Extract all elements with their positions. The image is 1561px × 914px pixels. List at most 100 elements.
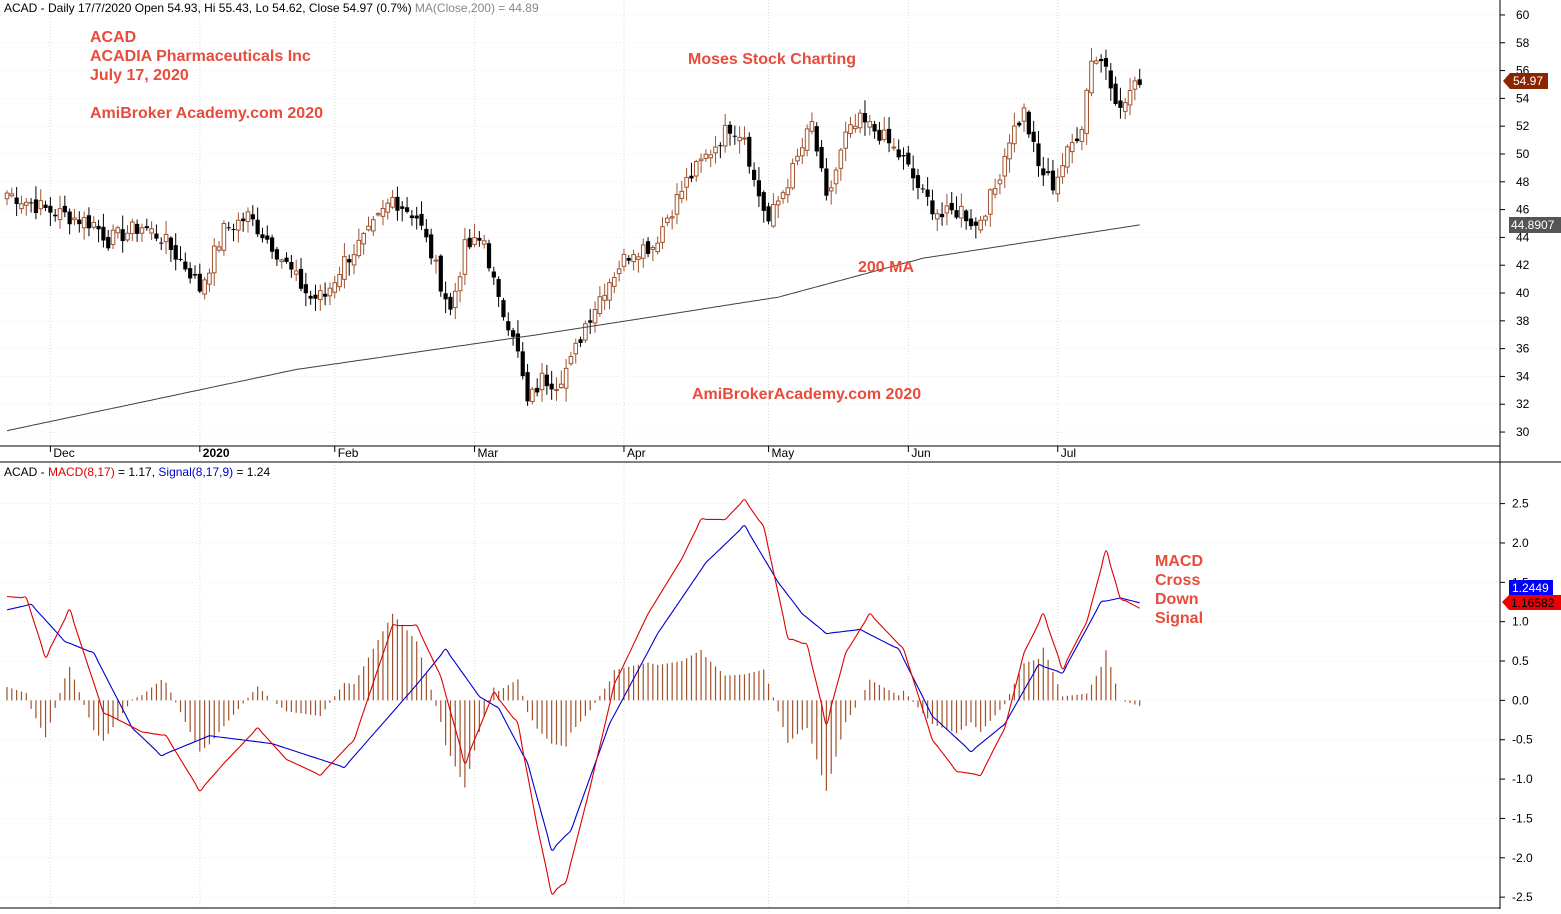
price-y-tick-label: 60 [1516, 8, 1530, 22]
price-header: ACAD - Daily 17/7/2020 Open 54.93, Hi 55… [4, 1, 539, 15]
candle-body [742, 137, 747, 140]
candle-body [130, 221, 135, 235]
macd-y-tick-label: -1.5 [1512, 811, 1533, 825]
candle-body [1036, 143, 1041, 167]
candle-body [616, 268, 622, 275]
candle-body [144, 226, 149, 229]
candle-body [366, 225, 371, 231]
candle-body [1113, 83, 1118, 104]
candle-body [1017, 122, 1022, 126]
candle-body [332, 282, 338, 293]
candle-body [289, 261, 294, 270]
candle-body [342, 256, 347, 280]
close-price-badge: 54.97 [1503, 73, 1548, 89]
candle-body [43, 204, 48, 208]
candle-body [535, 387, 540, 393]
candle-body [1079, 128, 1085, 142]
candle-body [4, 192, 10, 200]
signal-value-badge: 1.2449 [1509, 580, 1553, 595]
x-tick-label: Feb [338, 446, 359, 460]
candle-body [563, 367, 569, 389]
price-y-tick-label: 52 [1516, 119, 1530, 133]
candle-body [323, 293, 328, 297]
candle-body [867, 121, 873, 128]
x-tick-label: Apr [627, 446, 646, 460]
candle-body [718, 145, 723, 147]
candle-body [327, 287, 333, 297]
candle-body [669, 216, 675, 219]
candle-body [621, 253, 627, 267]
candle-body [53, 214, 58, 217]
candle-body [530, 388, 535, 403]
macd-value-badge: 1.16582 [1502, 595, 1561, 610]
svg-text:54.97: 54.97 [1513, 74, 1543, 88]
candle-body [433, 259, 439, 262]
candle-body [448, 296, 453, 310]
candle-body [443, 293, 448, 300]
macd-note-line-2: Cross [1155, 572, 1200, 589]
candle-body [400, 206, 405, 209]
x-tick-label: May [772, 446, 795, 460]
candle-body [800, 147, 805, 157]
candle-body [785, 187, 791, 196]
macd-header: ACAD - MACD(8,17) = 1.17, Signal(8,17,9)… [4, 465, 270, 479]
candle-body [814, 126, 819, 152]
candle-body [395, 196, 400, 211]
price-y-tick-label: 54 [1516, 91, 1530, 105]
candle-body [906, 152, 911, 165]
candle-body [520, 351, 525, 377]
candle-body [139, 227, 145, 234]
candle-body [293, 270, 299, 275]
candle-body [650, 246, 656, 250]
candle-body [501, 300, 506, 318]
candle-body [588, 320, 593, 323]
candle-body [173, 245, 178, 260]
candle-body [1074, 138, 1080, 142]
candle-body [752, 169, 757, 180]
candle-body [390, 196, 395, 208]
candle-body [1103, 58, 1109, 67]
candle-body [891, 146, 897, 149]
macd-y-tick-label: -2.5 [1512, 890, 1533, 904]
candle-body [135, 223, 140, 234]
candle-body [211, 245, 217, 274]
candle-body [245, 211, 251, 222]
candle-body [496, 279, 501, 297]
candle-body [380, 207, 386, 217]
candle-body [86, 215, 92, 229]
candle-body [737, 136, 742, 142]
candle-body [1055, 176, 1061, 195]
macd-y-tick-label: -0.5 [1512, 733, 1533, 747]
candle-body [612, 276, 617, 287]
candle-body [1108, 70, 1113, 89]
price-y-tick-label: 34 [1516, 369, 1530, 383]
candle-body [1099, 59, 1104, 62]
candle-body [298, 268, 304, 289]
candle-body [1031, 131, 1036, 142]
candle-body [809, 121, 815, 132]
candle-body [698, 158, 704, 162]
candle-body [997, 179, 1003, 185]
candle-body [202, 279, 207, 295]
price-y-tick-label: 40 [1516, 286, 1530, 300]
macd-note-line-1: MACD [1155, 553, 1203, 570]
candle-body [703, 153, 709, 159]
candle-body [462, 239, 468, 275]
candle-body [539, 372, 545, 391]
candle-body [766, 206, 771, 222]
candle-body [862, 113, 868, 123]
candle-body [1132, 80, 1138, 90]
candle-body [559, 383, 564, 389]
candle-body [1002, 155, 1008, 177]
candle-body [168, 237, 173, 250]
candle-body [1122, 102, 1128, 112]
brand-annotation: Moses Stock Charting [688, 51, 856, 68]
candle-body [404, 207, 410, 212]
candle-body [819, 147, 824, 169]
candle-body [308, 295, 313, 299]
candle-body [409, 215, 414, 219]
price-y-tick-label: 48 [1516, 175, 1530, 189]
price-y-tick-label: 44 [1516, 230, 1530, 244]
candle-body [265, 235, 270, 240]
